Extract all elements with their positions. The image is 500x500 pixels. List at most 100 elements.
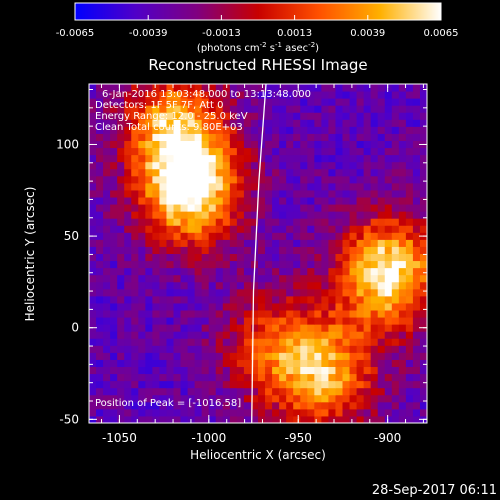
heatmap-cell [96,154,104,163]
heatmap-cell [194,380,203,389]
heatmap-cell [300,147,308,156]
heatmap-cell [307,401,315,410]
heatmap-cell [363,133,372,141]
heatmap-cell [391,175,400,184]
heatmap-cell [307,105,315,113]
heatmap-cell [419,154,427,163]
heatmap-cell [391,401,400,410]
heatmap-cell [412,218,421,226]
heatmap-cell [138,302,146,311]
heatmap-cell [363,401,372,410]
heatmap-cell [201,239,210,247]
heatmap-cell [272,154,280,163]
heatmap-cell [335,387,343,396]
heatmap-cell [307,260,315,269]
heatmap-cell [166,105,174,113]
heatmap-cell [131,394,139,403]
heatmap-cell [272,366,280,375]
heatmap-cell [194,387,203,396]
heatmap-cell [103,119,111,127]
heatmap-cell [159,161,167,170]
heatmap-cell [265,359,273,367]
heatmap-cell [208,415,217,423]
heatmap-cell [328,352,336,360]
heatmap-cell [258,310,266,318]
heatmap-cell [145,147,153,156]
heatmap-cell [250,211,259,219]
heatmap-cell [314,359,322,367]
heatmap-cell [307,182,315,191]
heatmap-cell [117,189,125,198]
heatmap-cell [405,126,414,134]
heatmap-cell [293,246,301,254]
heatmap-cell [265,401,273,410]
heatmap-cell [384,260,393,269]
heatmap-cell [89,112,97,120]
heatmap-cell [279,302,287,311]
heatmap-cell [349,338,358,346]
heatmap-cell [370,274,379,283]
heatmap-cell [370,84,379,92]
heatmap-cell [229,401,238,410]
heatmap-cell [391,182,400,191]
heatmap-cell [419,197,427,205]
heatmap-cell [145,281,153,290]
heatmap-cell [173,274,182,283]
heatmap-cell [131,288,139,297]
heatmap-cell [412,288,421,297]
heatmap-cell [159,204,167,212]
heatmap-cell [187,408,196,417]
heatmap-cell [222,232,231,240]
heatmap-cell [391,380,400,389]
heatmap-cell [117,161,125,170]
heatmap-cell [293,154,301,163]
heatmap-cell [265,281,273,290]
heatmap-cell [236,288,245,297]
heatmap-cell [377,154,386,163]
heatmap-cell [152,133,160,141]
heatmap-cell [321,239,329,247]
heatmap-cell [243,197,252,205]
heatmap-cell [419,112,427,120]
heatmap-cell [229,211,238,219]
heatmap-cell [279,126,287,134]
heatmap-cell [110,408,118,417]
heatmap-cell [384,98,393,106]
heatmap-cell [391,260,400,269]
heatmap-cell [300,373,308,382]
heatmap-cell [236,338,245,346]
heatmap-cell [384,182,393,191]
heatmap-cell [173,197,182,205]
heatmap-cell [187,380,196,389]
heatmap-cell [342,175,351,184]
heatmap-cell [398,394,407,403]
heatmap-cell [194,260,203,269]
heatmap-cell [321,98,329,106]
heatmap-cell [145,373,153,382]
heatmap-cell [342,295,351,304]
heatmap-cell [328,387,336,396]
heatmap-cell [272,239,280,247]
heatmap-cell [131,345,139,353]
heatmap-cell [314,387,322,396]
heatmap-cell [124,295,132,304]
heatmap-cell [300,140,308,149]
heatmap-cell [201,147,210,156]
heatmap-cell [405,182,414,191]
heatmap-cell [229,281,238,290]
heatmap-cell [180,302,189,311]
heatmap-cell [391,140,400,149]
heatmap-cell [131,387,139,396]
heatmap-cell [152,366,160,375]
heatmap-cell [117,302,125,311]
heatmap-cell [187,302,196,311]
heatmap-cell [293,182,301,191]
heatmap-cell [286,317,294,325]
heatmap-cell [166,147,174,156]
heatmap-cell [180,401,189,410]
heatmap-cell [279,288,287,297]
heatmap-cell [384,105,393,113]
heatmap-cell [250,232,259,240]
heatmap-cell [117,253,125,262]
heatmap-cell [398,274,407,283]
